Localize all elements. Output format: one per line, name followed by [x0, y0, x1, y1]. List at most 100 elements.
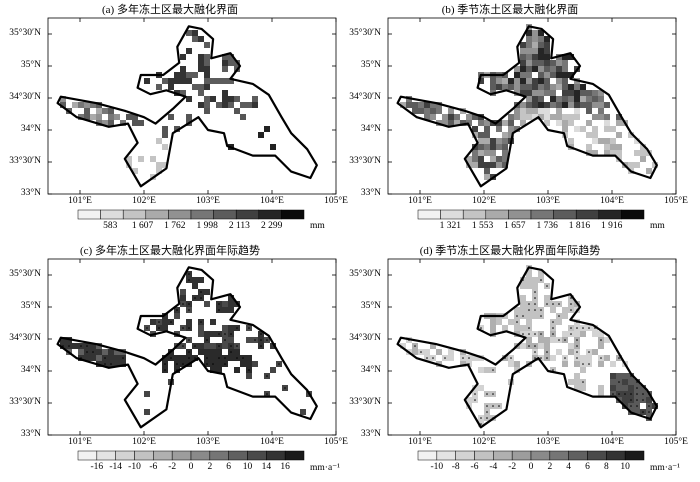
raster-cell — [550, 355, 556, 361]
stipple-dot — [266, 339, 268, 341]
raster-cell — [204, 72, 210, 78]
raster-cell — [96, 349, 102, 355]
raster-cell — [120, 361, 126, 367]
raster-cell — [610, 150, 616, 156]
raster-cell — [424, 349, 430, 355]
raster-cell — [96, 108, 102, 114]
raster-cell — [234, 367, 240, 373]
colorbar-tick-label: -2 — [508, 462, 517, 472]
raster-cell — [538, 337, 544, 343]
colorbar-swatch — [134, 450, 154, 461]
raster-cell — [574, 331, 580, 337]
stipple-dot — [284, 387, 286, 389]
raster-cell — [472, 150, 478, 156]
raster-cell — [484, 120, 490, 126]
lon-label: 101°E — [68, 437, 92, 447]
raster-cell — [532, 30, 538, 36]
raster-cell — [526, 72, 532, 78]
raster-cell — [508, 126, 514, 132]
raster-cell — [532, 42, 538, 48]
stipple-dot — [582, 381, 584, 383]
raster-cell — [568, 379, 574, 385]
region-boundary — [396, 25, 658, 188]
raster-cell — [472, 126, 478, 132]
raster-cell — [478, 385, 484, 391]
colorbar-swatch — [462, 209, 487, 220]
raster-cell — [562, 66, 568, 72]
raster-cell — [466, 120, 472, 126]
colorbar-tick-label: 10 — [620, 462, 630, 472]
raster-cell — [198, 277, 204, 283]
lat-label: 33°30′N — [9, 156, 41, 166]
stipple-dot — [236, 357, 238, 359]
raster-cell — [222, 54, 228, 60]
colorbar-tick-label: 0 — [188, 462, 194, 472]
raster-cell — [538, 96, 544, 102]
stipple-dot — [188, 303, 190, 305]
raster-cell — [162, 144, 168, 150]
raster-cell — [514, 361, 520, 367]
colorbar-tick-label: 1 607 — [131, 221, 154, 231]
colorbar-swatch — [575, 209, 600, 220]
stipple-dot — [516, 315, 518, 317]
raster-cell — [580, 102, 586, 108]
stipple-dot — [164, 369, 166, 371]
raster-cell — [484, 126, 490, 132]
stipple-dot — [636, 399, 638, 401]
lon-label: 102°E — [132, 437, 156, 447]
colorbar-swatch — [485, 209, 509, 220]
raster-cell — [186, 78, 192, 84]
raster-cell — [634, 138, 640, 144]
raster-cell — [628, 162, 634, 168]
stipple-dot — [182, 363, 184, 365]
raster-cell — [90, 102, 96, 108]
raster-cell — [550, 337, 556, 343]
raster-cell — [574, 385, 580, 391]
raster-cell — [78, 102, 84, 108]
raster-cell — [604, 150, 610, 156]
raster-cell — [640, 144, 646, 150]
raster-cell — [454, 114, 460, 120]
raster-cell — [550, 96, 556, 102]
stipple-dot — [224, 357, 226, 359]
stipple-dot — [558, 339, 560, 341]
raster-cell — [532, 66, 538, 72]
stipple-dot — [188, 279, 190, 281]
map-panel-b: (b) 季节冻土区最大融化界面 35°30′N 35°N 34°30′N 34°N 33°… — [340, 0, 688, 236]
raster-cell — [628, 379, 634, 385]
raster-cell — [592, 150, 598, 156]
raster-cell — [562, 361, 568, 367]
raster-cell — [538, 48, 544, 54]
raster-cell — [222, 90, 228, 96]
stipple-dot — [498, 405, 500, 407]
stipple-dot — [230, 345, 232, 347]
raster-cell — [568, 54, 574, 60]
colorbar-swatch — [77, 209, 101, 220]
stipple-dot — [260, 339, 262, 341]
raster-cell — [204, 108, 210, 114]
raster-cell — [198, 349, 204, 355]
raster-cell — [484, 162, 490, 168]
raster-cell — [568, 72, 574, 78]
raster-cell — [502, 325, 508, 331]
stipple-dot — [528, 327, 530, 329]
raster-cell — [174, 126, 180, 132]
lat-label: 34°30′N — [9, 333, 41, 343]
raster-cell — [526, 60, 532, 66]
raster-cell — [568, 349, 574, 355]
raster-cell — [556, 84, 562, 90]
raster-cell — [216, 361, 222, 367]
stipple-dot — [480, 327, 482, 329]
raster-cell — [222, 343, 228, 349]
stipple-dot — [546, 285, 548, 287]
raster-cell — [520, 102, 526, 108]
colorbar-tick-label: 1 762 — [164, 221, 186, 231]
raster-cell — [526, 313, 532, 319]
raster-cell — [192, 36, 198, 42]
raster-cell — [538, 343, 544, 349]
raster-cell — [520, 343, 526, 349]
lon-label: 102°E — [472, 196, 496, 206]
raster-cell — [592, 132, 598, 138]
stipple-dot — [122, 357, 124, 359]
raster-cell — [162, 325, 168, 331]
